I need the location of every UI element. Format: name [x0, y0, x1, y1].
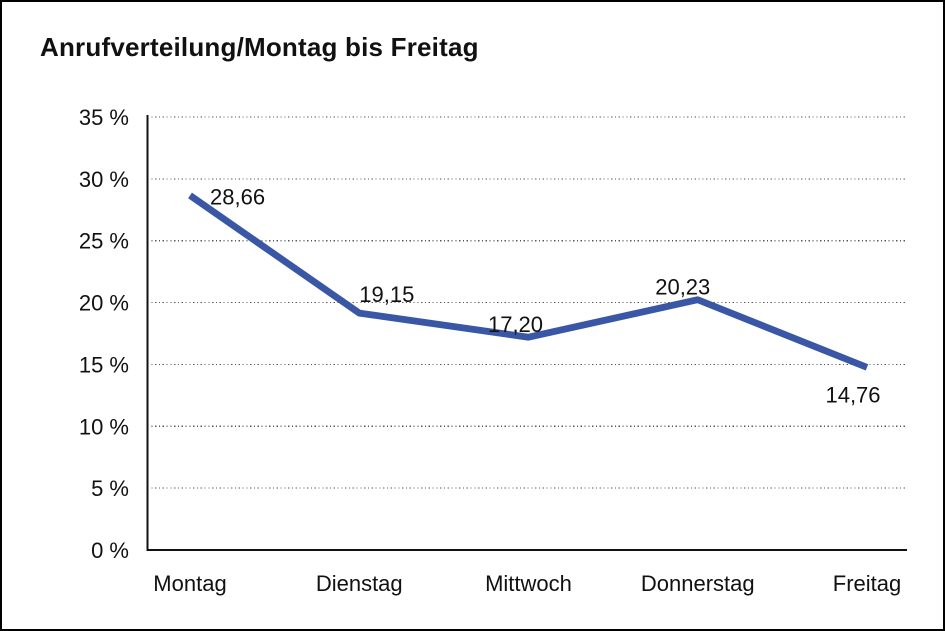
x-axis-category-label: Dienstag [316, 571, 403, 596]
y-axis-tick-label: 5 % [91, 476, 129, 501]
data-point-label: 14,76 [825, 382, 880, 407]
x-axis-category-label: Donnerstag [641, 571, 755, 596]
y-axis-tick-label: 25 % [79, 229, 129, 254]
y-axis-tick-label: 30 % [79, 167, 129, 192]
chart-title: Anrufverteilung/Montag bis Freitag [40, 32, 479, 62]
data-point-label: 19,15 [359, 282, 414, 307]
x-axis-category-label: Montag [153, 571, 226, 596]
data-point-label: 20,23 [655, 275, 710, 300]
y-axis-tick-label: 10 % [79, 414, 129, 439]
x-axis-category-label: Freitag [833, 571, 901, 596]
y-axis-tick-label: 20 % [79, 291, 129, 316]
y-axis-tick-label: 35 % [79, 105, 129, 130]
x-axis-category-label: Mittwoch [485, 571, 572, 596]
data-line [188, 192, 869, 371]
y-axis-tick-label: 15 % [79, 352, 129, 377]
data-point-label: 28,66 [210, 184, 265, 209]
data-point-label: 17,20 [488, 312, 543, 337]
y-axis-tick-label: 0 % [91, 538, 129, 563]
